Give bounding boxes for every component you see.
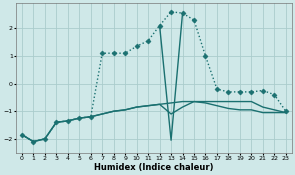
X-axis label: Humidex (Indice chaleur): Humidex (Indice chaleur) <box>94 163 214 172</box>
